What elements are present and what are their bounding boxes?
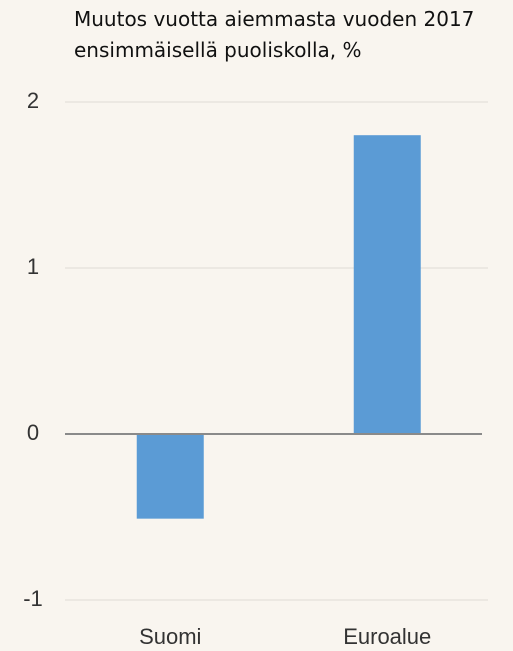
chart-title: Muutos vuotta aiemmasta vuoden 2017 ensi… <box>74 7 475 62</box>
bar <box>353 135 421 434</box>
y-tick-label: 1 <box>27 254 39 279</box>
bar <box>136 434 204 519</box>
y-tick-label: -1 <box>23 586 43 611</box>
y-tick-label: 0 <box>27 420 39 445</box>
y-tick-label: 2 <box>27 88 39 113</box>
x-tick-label: Suomi <box>139 624 201 649</box>
x-tick-label: Euroalue <box>343 624 431 649</box>
